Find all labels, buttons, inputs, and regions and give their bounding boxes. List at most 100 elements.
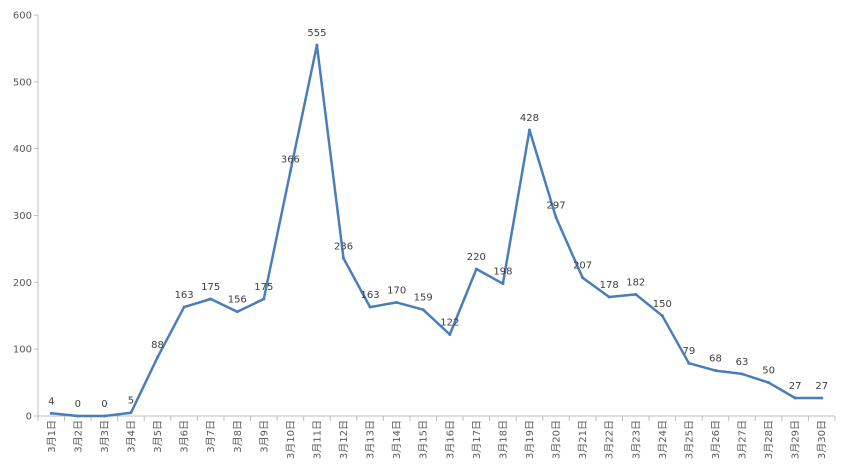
data-label: 163 bbox=[361, 290, 380, 301]
data-label: 297 bbox=[547, 201, 566, 212]
data-point bbox=[501, 282, 505, 286]
x-tick-label: 3月20日 bbox=[551, 420, 563, 459]
data-point bbox=[554, 216, 558, 220]
x-tick-label: 3月12日 bbox=[338, 420, 350, 459]
x-tick-label: 3月28日 bbox=[763, 420, 775, 459]
data-point bbox=[209, 297, 213, 301]
data-point bbox=[607, 295, 611, 299]
x-tick-label: 3月4日 bbox=[125, 420, 137, 453]
data-point bbox=[740, 372, 744, 376]
data-label: 170 bbox=[387, 285, 406, 296]
x-tick-label: 3月2日 bbox=[72, 420, 84, 453]
data-label: 63 bbox=[736, 357, 749, 368]
x-tick-label: 3月6日 bbox=[179, 420, 191, 453]
data-point bbox=[527, 128, 531, 132]
data-label: 4 bbox=[48, 396, 54, 407]
data-point bbox=[368, 305, 372, 309]
data-label: 175 bbox=[201, 282, 220, 293]
data-point bbox=[315, 43, 319, 47]
series-group bbox=[49, 43, 824, 418]
x-tick-label: 3月7日 bbox=[205, 420, 217, 453]
data-label: 366 bbox=[281, 154, 300, 165]
data-point bbox=[76, 414, 80, 418]
data-point bbox=[713, 369, 717, 373]
data-label: 88 bbox=[151, 340, 164, 351]
data-point bbox=[634, 292, 638, 296]
x-tick-label: 3月18日 bbox=[497, 420, 509, 459]
data-point bbox=[262, 297, 266, 301]
x-tick-label: 3月19日 bbox=[524, 420, 536, 459]
series-line bbox=[51, 43, 822, 418]
data-point bbox=[129, 411, 133, 415]
x-tick-label: 3月15日 bbox=[418, 420, 430, 459]
data-point bbox=[182, 305, 186, 309]
data-label: 122 bbox=[440, 317, 459, 328]
data-point bbox=[395, 300, 399, 304]
data-point bbox=[474, 267, 478, 271]
y-tick-label: 200 bbox=[13, 278, 32, 289]
x-tick-label: 3月8日 bbox=[232, 420, 244, 453]
data-label: 27 bbox=[789, 381, 802, 392]
x-tick-label: 3月24日 bbox=[657, 420, 669, 459]
y-tick-label: 600 bbox=[13, 11, 32, 22]
data-label: 428 bbox=[520, 113, 539, 124]
data-point bbox=[49, 411, 53, 415]
data-label: 156 bbox=[228, 295, 247, 306]
data-label: 236 bbox=[334, 241, 353, 252]
data-labels: 4 0 0 5 88 163 175 156 175 366 555 236 163 170 159 122 2… bbox=[48, 28, 828, 410]
data-label: 178 bbox=[600, 280, 619, 291]
x-tick-label: 3月25日 bbox=[683, 420, 695, 459]
data-point bbox=[767, 381, 771, 385]
data-point bbox=[102, 414, 106, 418]
y-axis: 0 100 200 300 400 500 600 bbox=[13, 11, 39, 423]
data-label: 150 bbox=[653, 299, 672, 310]
x-tick-label: 3月1日 bbox=[46, 420, 58, 453]
data-label: 27 bbox=[815, 381, 828, 392]
data-label: 50 bbox=[762, 366, 775, 377]
data-label: 220 bbox=[467, 252, 486, 263]
x-tick-label: 3月14日 bbox=[391, 420, 403, 459]
x-tick-label: 3月16日 bbox=[444, 420, 456, 459]
x-tick-label: 3月30日 bbox=[816, 420, 828, 459]
x-tick-label: 3月29日 bbox=[790, 420, 802, 459]
data-label: 0 bbox=[75, 399, 81, 410]
data-label: 163 bbox=[175, 290, 194, 301]
data-label: 159 bbox=[414, 293, 433, 304]
data-label: 0 bbox=[101, 399, 107, 410]
x-tick-label: 3月22日 bbox=[604, 420, 616, 459]
y-tick-label: 0 bbox=[26, 412, 32, 423]
data-point bbox=[820, 396, 824, 400]
data-point bbox=[421, 308, 425, 312]
x-tick-label: 3月10日 bbox=[285, 420, 297, 459]
x-tick-label: 3月23日 bbox=[630, 420, 642, 459]
y-tick-label: 300 bbox=[13, 211, 32, 222]
x-tick-label: 3月11日 bbox=[311, 420, 323, 459]
data-label: 555 bbox=[307, 28, 326, 39]
x-tick-label: 3月3日 bbox=[99, 420, 111, 453]
data-label: 207 bbox=[573, 261, 592, 272]
y-tick-label: 400 bbox=[13, 144, 32, 155]
x-axis: 3月1日 3月2日 3月3日 3月4日 3月5日 3月6日 3月7日 3月8日 3月9日 3月10… bbox=[37, 415, 836, 459]
data-point bbox=[342, 256, 346, 260]
data-label: 68 bbox=[709, 354, 722, 365]
data-point bbox=[235, 310, 239, 314]
data-point bbox=[156, 355, 160, 359]
data-point bbox=[660, 314, 664, 318]
x-tick-label: 3月13日 bbox=[365, 420, 377, 459]
data-label: 79 bbox=[683, 346, 696, 357]
x-tick-label: 3月5日 bbox=[152, 420, 164, 453]
x-tick-label: 3月26日 bbox=[710, 420, 722, 459]
x-tick-label: 3月9日 bbox=[258, 420, 270, 453]
data-label: 175 bbox=[254, 282, 273, 293]
data-point bbox=[448, 332, 452, 336]
x-tick-label: 3月21日 bbox=[577, 420, 589, 459]
data-point bbox=[687, 361, 691, 365]
y-tick-label: 100 bbox=[13, 345, 32, 356]
y-tick-label: 500 bbox=[13, 77, 32, 88]
x-tick-label: 3月17日 bbox=[471, 420, 483, 459]
x-tick-label: 3月27日 bbox=[737, 420, 749, 459]
data-label: 182 bbox=[626, 277, 645, 288]
data-point bbox=[288, 169, 292, 173]
data-point bbox=[793, 396, 797, 400]
